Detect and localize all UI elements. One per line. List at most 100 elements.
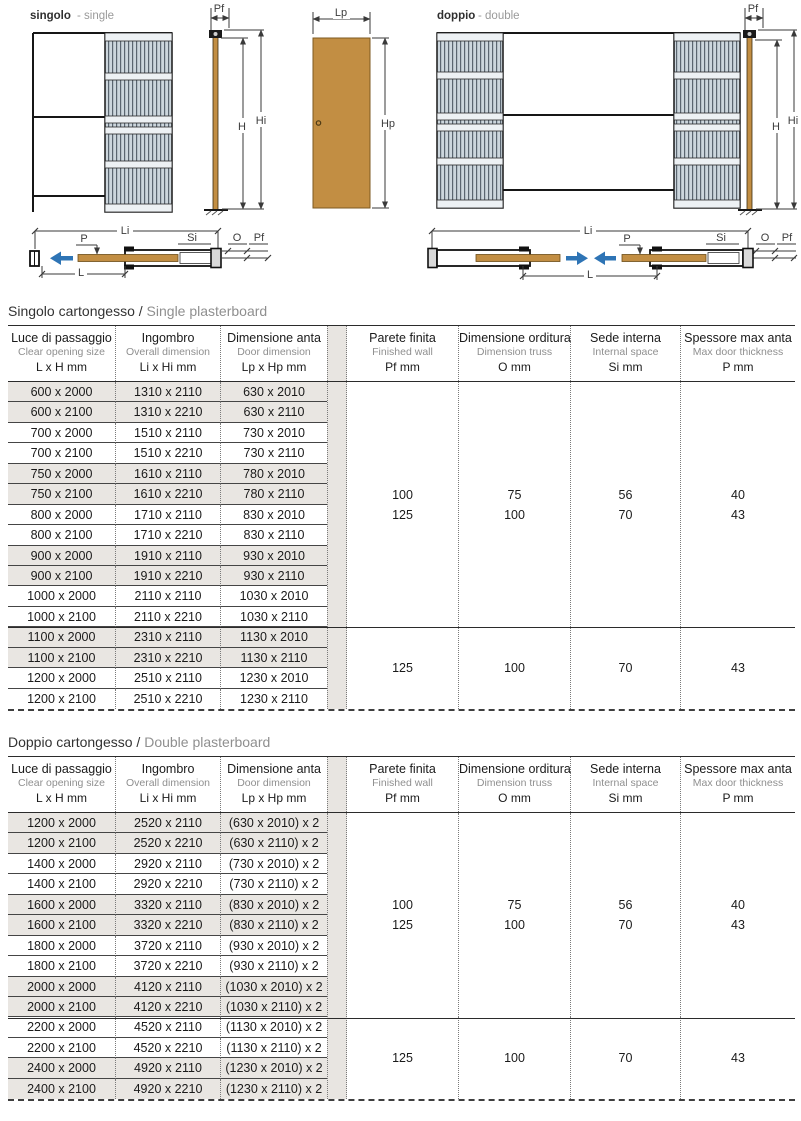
table-cell: 930 x 2110 (220, 565, 327, 587)
spec-value-cell: 56 70 (570, 382, 680, 628)
spec-value: 100 (504, 1051, 525, 1066)
double-li-label: Li (584, 225, 593, 237)
table-cell: 2110 x 2110 (115, 586, 220, 607)
table-cell: 750 x 2100 (8, 484, 115, 505)
divider-strip (327, 382, 347, 709)
spec-value-cell: 43 (680, 627, 795, 709)
spec-value: 100 (504, 661, 525, 676)
table-cell: 2000 x 2100 (8, 996, 115, 1018)
table-cell: 1710 x 2210 (115, 525, 220, 546)
single-h-label: H (238, 121, 246, 133)
spec-value-cell: 70 (570, 627, 680, 709)
table-cell: 2920 x 2110 (115, 853, 220, 875)
table-cell: 780 x 2010 (220, 463, 327, 485)
table-cell: 2110 x 2210 (115, 606, 220, 628)
table-cell: 1910 x 2210 (115, 565, 220, 587)
spec-value-cell: 100 (458, 627, 570, 709)
double-title: doppio (437, 10, 475, 22)
spec-value: 70 (618, 1051, 633, 1066)
double-frame-front (436, 32, 741, 209)
jamb-post (746, 35, 753, 211)
door-plan (475, 254, 561, 262)
spec-value: 100 (504, 507, 525, 522)
single-si-label: Si (187, 232, 197, 244)
double-table-section: Doppio cartongesso / Double plasterboard… (8, 734, 795, 1102)
table-cell: 1130 x 2010 (220, 627, 327, 648)
table-cell: 1000 x 2000 (8, 586, 115, 607)
table-cell: (630 x 2110) x 2 (220, 833, 327, 854)
double-table-title: Doppio cartongesso / Double plasterboard (8, 734, 795, 750)
table-cell: (1230 x 2110) x 2 (220, 1078, 327, 1100)
table-cell: 4520 x 2210 (115, 1037, 220, 1059)
table-cell: 4120 x 2210 (115, 996, 220, 1018)
spec-value-cell: 125 (347, 1017, 458, 1099)
spec-value: 125 (392, 918, 413, 933)
group-separator-line (8, 1017, 795, 1019)
table-cell: 3720 x 2210 (115, 956, 220, 977)
double-p-label: P (623, 233, 630, 245)
single-l-label: L (78, 267, 84, 279)
door-plan (77, 254, 179, 262)
table-cell: 750 x 2000 (8, 463, 115, 485)
single-li-label: Li (121, 225, 130, 237)
double-h-label: H (772, 121, 780, 133)
table-cell: 1400 x 2100 (8, 874, 115, 895)
frame-panel (436, 32, 504, 209)
single-hp-label: Hp (381, 118, 395, 130)
spec-value-cell: 40 43 (680, 382, 795, 628)
single-pf-label: Pf (214, 3, 225, 15)
single-title: singolo (30, 10, 71, 22)
single-elevation: Pf H Hi (204, 3, 269, 216)
table-cell: (730 x 2110) x 2 (220, 874, 327, 895)
double-o-label: O (761, 232, 770, 244)
table-cell: 600 x 2000 (8, 382, 115, 403)
spec-value: 40 (731, 898, 745, 913)
double-elevation: Pf H Hi (738, 3, 801, 216)
col-header-clear-opening: Luce di passaggio Clear opening size L x H… (11, 331, 112, 374)
spec-value: 125 (392, 507, 413, 522)
table-cell: 4920 x 2210 (115, 1078, 220, 1100)
col-header-door-dimension: Dimensione anta Door dimension Lp x Hp mm (220, 757, 327, 812)
table-cell: 1800 x 2000 (8, 936, 115, 957)
end-post (210, 247, 222, 269)
title-english: Single plasterboard (146, 303, 268, 319)
table-cell: (1230 x 2010) x 2 (220, 1058, 327, 1079)
title-separator: / (132, 734, 145, 750)
table-cell: (1030 x 2010) x 2 (220, 976, 327, 997)
spec-value: 100 (392, 898, 413, 913)
spec-value: 70 (618, 661, 633, 676)
spec-value-cell: 56 70 (570, 813, 680, 1018)
single-hi-label: Hi (256, 115, 266, 127)
spec-value: 43 (731, 661, 745, 676)
table-cell: 2310 x 2210 (115, 647, 220, 669)
col-header-dimension-truss: Dimensione orditura Dimension truss O mm (458, 757, 571, 812)
table-cell: 900 x 2000 (8, 545, 115, 566)
single-frame-front (32, 32, 173, 213)
table-cell: 1030 x 2110 (220, 606, 327, 628)
table-header-row: Luce di passaggio Clear opening size L x H… (8, 325, 795, 382)
single-lp-label: Lp (335, 7, 347, 19)
double-pf-plan-label: Pf (782, 232, 793, 244)
title-italian: Doppio cartongesso (8, 734, 133, 750)
double-plan-view: Li P Si O Pf (427, 224, 798, 281)
spec-value-cell: 40 43 (680, 813, 795, 1018)
table-cell: 1130 x 2110 (220, 647, 327, 669)
table-cell: 1200 x 2000 (8, 668, 115, 689)
table-body: 1200 x 2000 2520 x 2110 (630 x 2010) x 2 12… (8, 813, 795, 1102)
table-cell: 630 x 2010 (220, 382, 327, 403)
double-dimensions-table: Luce di passaggio Clear opening size L x H… (8, 756, 795, 1102)
slide-arrow-icon (566, 251, 588, 265)
table-cell: 1200 x 2000 (8, 813, 115, 834)
table-cell: 2510 x 2110 (115, 668, 220, 689)
table-cell: 1510 x 2210 (115, 443, 220, 464)
table-cell: 4920 x 2110 (115, 1058, 220, 1079)
table-cell: 2400 x 2000 (8, 1058, 115, 1079)
spec-value: 70 (618, 507, 633, 522)
spec-value: 125 (392, 661, 413, 676)
col-header-internal-space: Sede interna Internal space Si mm (570, 326, 680, 381)
spec-value: 56 (618, 898, 633, 913)
table-cell: 1310 x 2210 (115, 402, 220, 423)
single-subtitle: - single (77, 10, 114, 22)
spec-value-cell: 43 (680, 1017, 795, 1100)
double-pf-label: Pf (748, 3, 759, 15)
